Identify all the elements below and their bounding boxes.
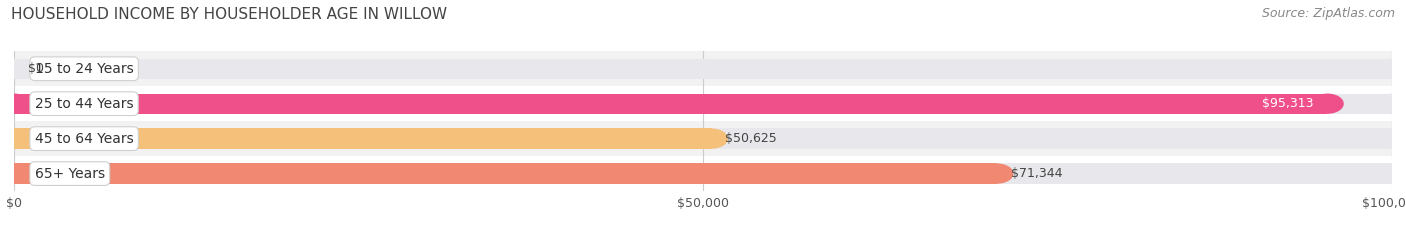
Ellipse shape bbox=[0, 164, 31, 184]
Bar bbox=[14, 156, 1392, 191]
Ellipse shape bbox=[695, 129, 728, 149]
Bar bbox=[14, 51, 1392, 86]
Ellipse shape bbox=[1375, 164, 1406, 184]
Text: Source: ZipAtlas.com: Source: ZipAtlas.com bbox=[1261, 7, 1395, 20]
Ellipse shape bbox=[0, 129, 31, 149]
Ellipse shape bbox=[0, 59, 31, 79]
Bar bbox=[14, 93, 1327, 114]
Bar bbox=[14, 164, 1392, 184]
Ellipse shape bbox=[1375, 129, 1406, 149]
Ellipse shape bbox=[1375, 93, 1406, 114]
Bar bbox=[14, 93, 1392, 114]
Ellipse shape bbox=[0, 129, 31, 149]
Text: $71,344: $71,344 bbox=[1011, 167, 1063, 180]
Text: 45 to 64 Years: 45 to 64 Years bbox=[35, 132, 134, 146]
Bar bbox=[14, 129, 1392, 149]
Text: $0: $0 bbox=[28, 62, 44, 75]
Bar bbox=[14, 86, 1392, 121]
Ellipse shape bbox=[0, 164, 31, 184]
Ellipse shape bbox=[980, 164, 1014, 184]
Text: HOUSEHOLD INCOME BY HOUSEHOLDER AGE IN WILLOW: HOUSEHOLD INCOME BY HOUSEHOLDER AGE IN W… bbox=[11, 7, 447, 22]
Text: 25 to 44 Years: 25 to 44 Years bbox=[35, 97, 134, 111]
Bar bbox=[14, 121, 1392, 156]
Ellipse shape bbox=[1375, 59, 1406, 79]
Ellipse shape bbox=[0, 93, 31, 114]
Bar bbox=[14, 59, 1392, 79]
Text: 15 to 24 Years: 15 to 24 Years bbox=[35, 62, 134, 76]
Text: 65+ Years: 65+ Years bbox=[35, 167, 105, 181]
Text: $95,313: $95,313 bbox=[1263, 97, 1313, 110]
Ellipse shape bbox=[1310, 93, 1344, 114]
Bar bbox=[14, 164, 997, 184]
Bar bbox=[14, 129, 711, 149]
Text: $50,625: $50,625 bbox=[725, 132, 778, 145]
Ellipse shape bbox=[0, 93, 31, 114]
